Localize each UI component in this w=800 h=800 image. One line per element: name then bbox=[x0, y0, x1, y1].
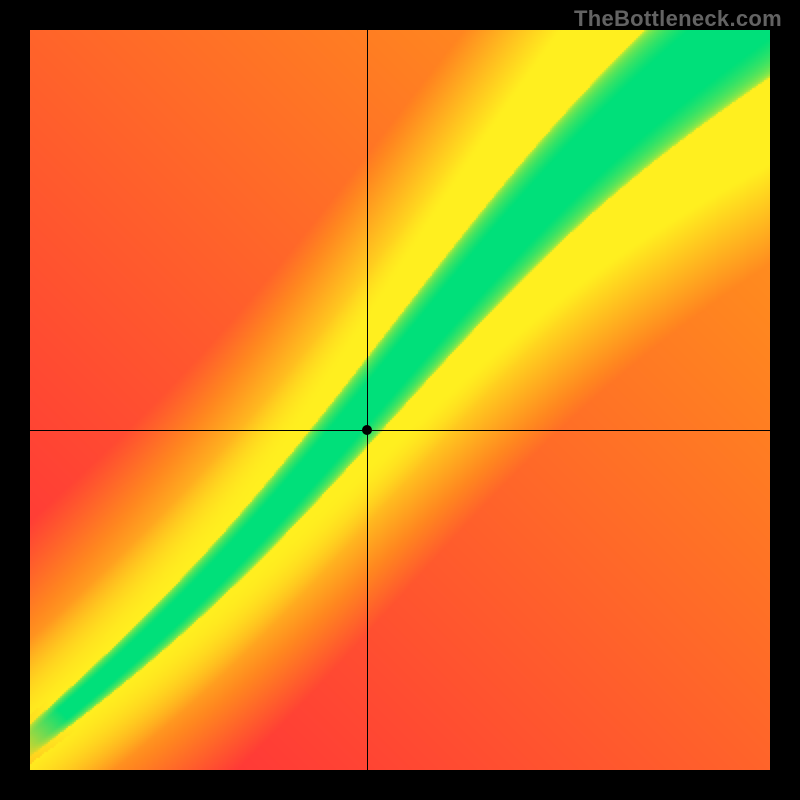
marker-dot bbox=[362, 425, 372, 435]
plot-area bbox=[30, 30, 770, 770]
crosshair-vertical bbox=[367, 30, 368, 770]
chart-container: TheBottleneck.com bbox=[0, 0, 800, 800]
watermark-label: TheBottleneck.com bbox=[574, 6, 782, 32]
crosshair-horizontal bbox=[30, 430, 770, 431]
heatmap-canvas bbox=[30, 30, 770, 770]
